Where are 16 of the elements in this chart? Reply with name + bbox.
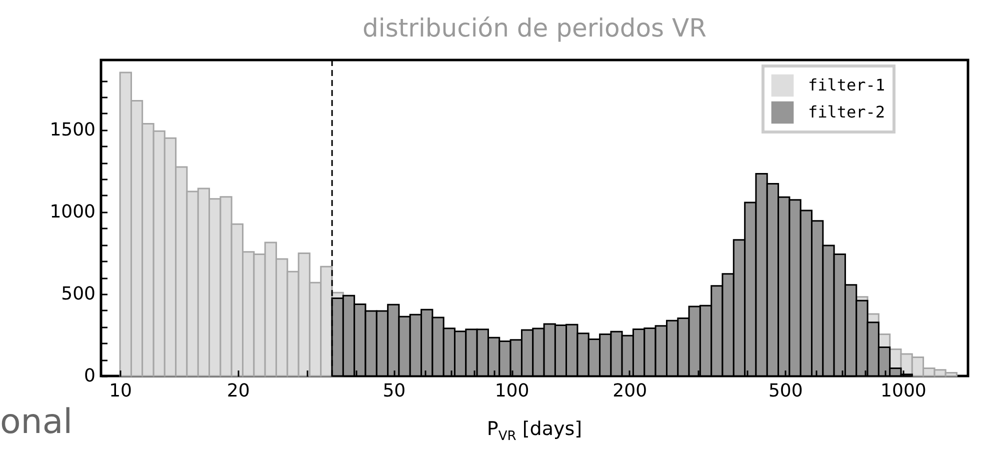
x-tick-label: 100 xyxy=(494,380,530,402)
y-tick-label: 0 xyxy=(84,366,96,386)
text: onal xyxy=(0,402,73,442)
x-tick-label: 1000 xyxy=(880,380,926,402)
legend-label: filter-1 xyxy=(808,76,886,94)
x-axis-title: P$_{V}$$_{R}$ [days] xyxy=(486,418,584,444)
x-tick-label: 200 xyxy=(612,380,648,402)
y-tick-label: 1000 xyxy=(50,201,96,222)
chart-title: distribución de periodos VR xyxy=(362,13,706,42)
y-tick-label: 500 xyxy=(61,283,96,304)
x-tick-label: 20 xyxy=(226,380,250,402)
y-tick-label: 1500 xyxy=(50,119,96,140)
x-tick-label: 10 xyxy=(109,380,132,402)
x-tick-label: 50 xyxy=(382,380,406,402)
x-tick-label: 500 xyxy=(768,380,803,402)
legend-label: filter-2 xyxy=(808,102,886,122)
